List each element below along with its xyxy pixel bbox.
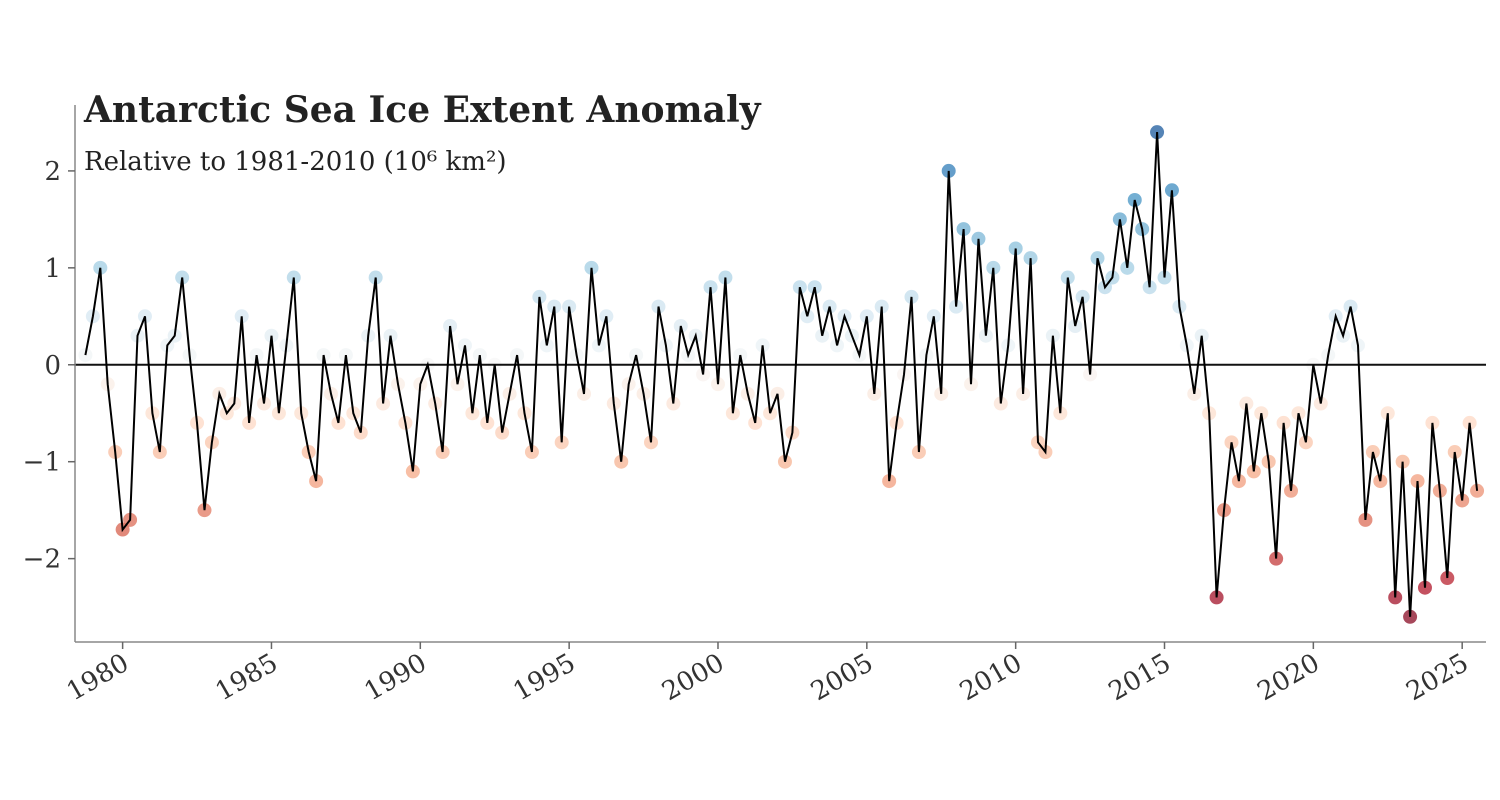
x-tick-label: 2010 bbox=[955, 648, 1027, 707]
x-tick-label: 2020 bbox=[1253, 648, 1325, 707]
plot-area bbox=[75, 125, 1486, 624]
chart-subtitle: Relative to 1981-2010 (10⁶ km²) bbox=[84, 147, 507, 177]
x-tick-label: 1990 bbox=[360, 648, 432, 707]
line bbox=[84, 132, 1479, 617]
x-tick-label: 2000 bbox=[657, 648, 729, 707]
x-tick-label: 1980 bbox=[62, 648, 134, 707]
x-tick-label: 2025 bbox=[1401, 648, 1473, 707]
chart-title: Antarctic Sea Ice Extent Anomaly bbox=[83, 89, 762, 131]
y-tick-label: −2 bbox=[23, 545, 61, 575]
point-halo bbox=[1023, 251, 1038, 266]
y-tick-label: 1 bbox=[44, 254, 61, 284]
x-tick-label: 1995 bbox=[508, 648, 580, 707]
y-tick-label: 0 bbox=[44, 351, 61, 381]
x-tick-label: 2005 bbox=[806, 648, 878, 707]
y-tick-label: 2 bbox=[44, 157, 61, 187]
x-tick-label: 1985 bbox=[211, 648, 283, 707]
y-tick-label: −1 bbox=[23, 448, 61, 478]
x-tick-label: 2015 bbox=[1104, 648, 1176, 707]
